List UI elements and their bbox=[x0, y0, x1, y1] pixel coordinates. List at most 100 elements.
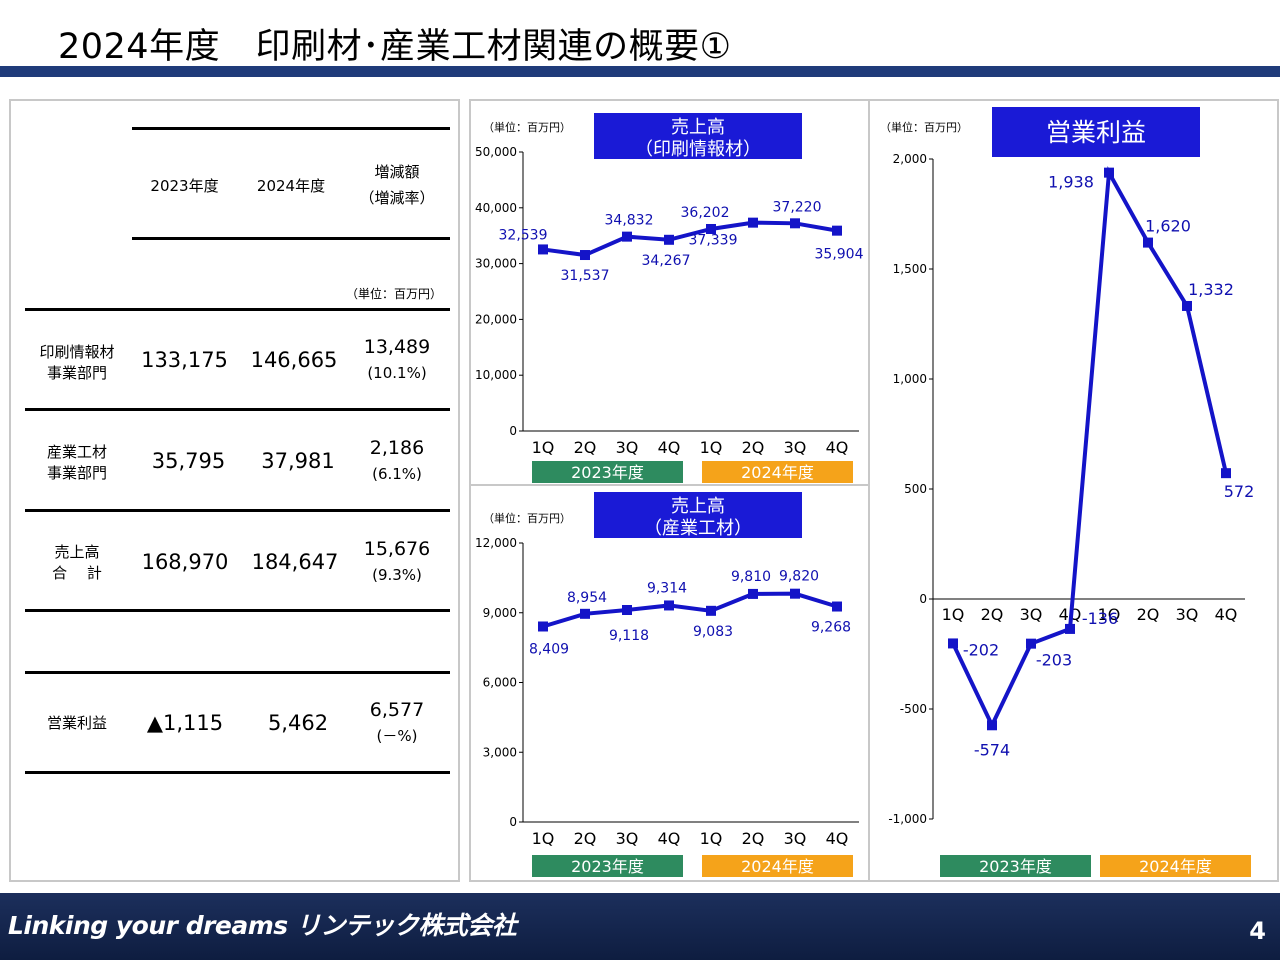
data-label: 1,332 bbox=[1188, 280, 1234, 299]
x-tick-label: 3Q bbox=[1176, 605, 1199, 624]
data-label: 9,820 bbox=[779, 569, 819, 585]
x-tick-label: 3Q bbox=[784, 829, 807, 848]
y-tick-label: 0 bbox=[509, 424, 517, 438]
chart-title-box bbox=[594, 113, 802, 159]
cell-diff: 13,489 (10.1%) bbox=[363, 336, 431, 382]
fiscal-year-band bbox=[532, 855, 683, 877]
x-tick-label: 2Q bbox=[574, 829, 597, 848]
cell-diff: 6,577 (－%) bbox=[369, 699, 425, 745]
data-label: 1,620 bbox=[1145, 217, 1191, 236]
x-tick-label: 2Q bbox=[574, 438, 597, 457]
title-bar bbox=[0, 66, 1280, 77]
x-tick-label: 4Q bbox=[826, 438, 849, 457]
fiscal-year-band bbox=[532, 461, 683, 483]
data-label: 572 bbox=[1224, 482, 1255, 501]
data-label: 9,268 bbox=[811, 620, 851, 636]
y-tick-label: 6,000 bbox=[483, 676, 517, 690]
y-tick-label: 12,000 bbox=[475, 536, 517, 550]
data-label: 8,409 bbox=[529, 641, 569, 657]
series-line bbox=[542, 591, 838, 629]
footer-bar: Linking your dreams リンテック株式会社 4 bbox=[0, 893, 1280, 960]
data-point bbox=[538, 621, 548, 632]
company-logo: Linking your dreams リンテック株式会社 bbox=[8, 911, 517, 940]
fiscal-year-band bbox=[702, 855, 853, 877]
table-rule bbox=[25, 308, 450, 311]
y-tick-label: 3,000 bbox=[483, 745, 517, 759]
data-point bbox=[1143, 237, 1153, 248]
chart-unit: （単位：百万円） bbox=[483, 120, 571, 134]
data-point bbox=[748, 217, 758, 228]
data-label: 32,539 bbox=[499, 227, 548, 243]
summary-table: 2023年度 2024年度 増減額 （増減率） （単位：百万円） 印刷情報材 事業… bbox=[9, 99, 460, 882]
series-line bbox=[951, 165, 1228, 730]
x-tick-label: 3Q bbox=[616, 829, 639, 848]
y-tick-label: 1,500 bbox=[893, 262, 927, 276]
data-label: -203 bbox=[1036, 651, 1072, 670]
data-point bbox=[1104, 167, 1114, 178]
x-tick-label: 1Q bbox=[532, 829, 555, 848]
y-tick-label: 9,000 bbox=[483, 606, 517, 620]
data-label: 9,083 bbox=[693, 624, 733, 640]
cell-fy2023: 133,175 bbox=[141, 348, 228, 372]
data-label: 9,810 bbox=[731, 569, 771, 585]
data-label: -136 bbox=[1082, 609, 1118, 628]
x-tick-label: 4Q bbox=[826, 829, 849, 848]
chart-title: 売上高 bbox=[671, 117, 725, 138]
data-label: 34,832 bbox=[605, 213, 654, 229]
x-tick-label: 4Q bbox=[658, 438, 681, 457]
fiscal-year-label: 2024年度 bbox=[741, 463, 814, 482]
chart-panel-profit: （単位：百万円） 営業利益 -1,000 -500 0 500 1,000 1,500 2,00… bbox=[868, 99, 1279, 882]
data-point bbox=[622, 605, 632, 616]
chart-title-box bbox=[992, 107, 1200, 157]
table-rule bbox=[132, 237, 450, 240]
y-tick-label: 2,000 bbox=[893, 152, 927, 166]
x-tick-label: 4Q bbox=[658, 829, 681, 848]
y-tick-label: -1,000 bbox=[888, 812, 927, 826]
y-tick-label: 0 bbox=[919, 592, 927, 606]
cell-fy2023: 168,970 bbox=[141, 550, 229, 574]
data-point bbox=[1065, 623, 1075, 634]
y-tick-label: 1,000 bbox=[893, 372, 927, 386]
cell-fy2024: 184,647 bbox=[251, 550, 339, 574]
data-point bbox=[1221, 468, 1231, 479]
data-label: 34,267 bbox=[642, 253, 691, 269]
x-tick-label: 2Q bbox=[981, 605, 1004, 624]
page-title: 2024年度 印刷材･産業工材関連の概要① bbox=[58, 27, 732, 67]
y-tick-label: 50,000 bbox=[475, 145, 517, 159]
data-point bbox=[748, 588, 758, 599]
data-point bbox=[580, 608, 590, 619]
data-point bbox=[948, 638, 958, 649]
data-point bbox=[664, 600, 674, 611]
x-tick-label: 1Q bbox=[700, 438, 723, 457]
y-tick-label: 20,000 bbox=[475, 312, 517, 326]
data-label: 35,904 bbox=[815, 247, 864, 263]
header-fy2023: 2023年度 bbox=[150, 177, 219, 195]
table-rule bbox=[25, 609, 450, 612]
data-point bbox=[832, 225, 842, 236]
fiscal-year-band bbox=[940, 855, 1091, 877]
operating-profit-chart: （単位：百万円） 営業利益 -1,000 -500 0 500 1,000 1,500 2,00… bbox=[880, 107, 1255, 877]
fiscal-year-label: 2024年度 bbox=[741, 857, 814, 876]
fiscal-year-label: 2023年度 bbox=[571, 463, 644, 482]
y-tick-label: -500 bbox=[900, 702, 927, 716]
header-fy2024: 2024年度 bbox=[256, 177, 326, 195]
row-label: 売上高合 計 bbox=[52, 543, 102, 582]
x-tick-label: 1Q bbox=[700, 829, 723, 848]
sales-printing-chart: （単位：百万円） 売上高（印刷情報材） 0 10,000 20,000 30,000 40,… bbox=[475, 113, 864, 483]
data-point bbox=[664, 234, 674, 245]
x-tick-label: 2Q bbox=[1137, 605, 1160, 624]
cell-diff: 15,676 (9.3%) bbox=[363, 538, 431, 584]
header-diff: 増減額 bbox=[374, 163, 420, 181]
y-tick-label: 0 bbox=[509, 815, 517, 829]
data-point bbox=[1026, 638, 1036, 649]
y-tick-label: 30,000 bbox=[475, 257, 517, 271]
chart-title: （産業工材） bbox=[644, 518, 752, 539]
header-rate: （増減率） bbox=[359, 189, 435, 207]
series-line bbox=[542, 220, 838, 258]
fiscal-year-label: 2024年度 bbox=[1139, 857, 1212, 876]
chart-panel-industrial: （単位：百万円） 売上高 （産業工材） 0 3,000 6,000 9,000 12,000 1… bbox=[469, 484, 870, 882]
x-tick-label: 3Q bbox=[784, 438, 807, 457]
fiscal-year-label: 2023年度 bbox=[979, 857, 1052, 876]
table-rule bbox=[25, 408, 450, 411]
x-tick-label: 1Q bbox=[1098, 605, 1121, 624]
